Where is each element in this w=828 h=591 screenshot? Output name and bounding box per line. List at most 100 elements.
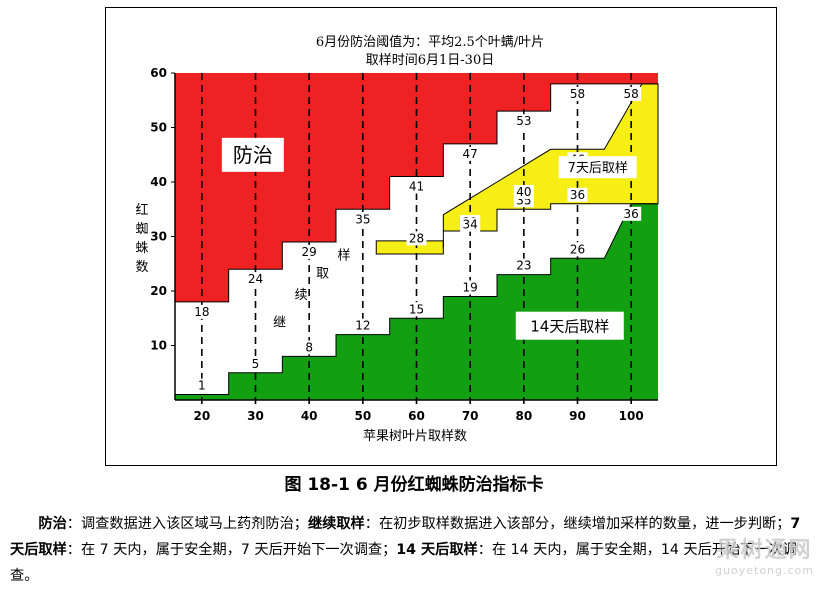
y-axis-label-char: 数: [135, 260, 148, 275]
upper-value-label: 18: [194, 305, 209, 319]
lower-value-label: 23: [516, 259, 531, 273]
label-fourteen-day: 14天后取样: [515, 311, 624, 340]
upper-value-label: 35: [355, 212, 370, 226]
lower-value-label: 36: [624, 207, 639, 221]
description: 防治：调查数据进入该区域马上药剂防治；继续取样：在初步取样数据进入该部分，继续增…: [10, 511, 818, 589]
chart-subtitle: 取样时间6月1日-30日: [366, 53, 494, 68]
label-fourteen-day-text: 14天后取样: [530, 318, 609, 336]
seven-day-lower-label-bg: [567, 187, 588, 202]
lower-value-label: 19: [463, 280, 478, 294]
upper-value-label-bg: [567, 86, 588, 101]
lower-value-label: 1: [198, 379, 206, 393]
x-tick-label: 20: [193, 409, 210, 423]
y-tick-label: 50: [150, 121, 167, 135]
lower-value-label: 26: [570, 242, 585, 256]
upper-value-label-bg: [460, 146, 481, 161]
seven-day-upper-label: 34: [463, 218, 478, 232]
upper-value-label: 53: [516, 114, 531, 128]
y-axis-label-char: 蛛: [135, 241, 148, 256]
seven-day-upper-label: 40: [516, 185, 531, 199]
seven-day-lower-label: 28: [409, 231, 424, 245]
y-axis-label: 红蜘蛛数: [135, 202, 148, 275]
label-continue-char: 样: [338, 248, 351, 263]
region-fourteen-day: [175, 203, 658, 400]
term-treat: 防治: [38, 516, 67, 532]
lower-value-label-bg: [460, 280, 481, 295]
upper-value-label: 29: [302, 245, 317, 259]
label-continue-char: 继: [273, 315, 286, 330]
y-axis-label-char: 红: [135, 202, 148, 218]
seven-day-upper-label-bg: [460, 217, 481, 232]
term-continue: 继续取样: [307, 516, 365, 532]
lower-value-label: 12: [355, 319, 370, 333]
upper-value-label-bg: [245, 272, 266, 287]
y-tick-label: 10: [150, 339, 167, 353]
x-axis-label: 苹果树叶片取样数: [363, 429, 467, 444]
label-continue-char: 取: [316, 266, 329, 281]
text-fourteen-day: ：在 14 天内，属于安全期，14 天后开始下一次调查。: [10, 542, 797, 584]
lower-value-label-bg: [352, 318, 373, 333]
upper-value-label: 24: [248, 272, 263, 286]
x-tick-label: 30: [247, 409, 264, 423]
text-treat: ：调查数据进入该区域马上药剂防治；: [66, 516, 308, 532]
seven-day-lower-label-bg: [406, 231, 427, 246]
upper-boundary: [175, 83, 658, 303]
label-treat-text: 防治: [233, 143, 273, 167]
lower-value-label-bg: [191, 378, 212, 393]
upper-value-label-bg: [621, 86, 642, 101]
x-tick-label: 90: [569, 409, 586, 423]
label-treat: 防治: [221, 137, 284, 172]
upper-value-label: 58: [570, 87, 585, 101]
marks-layer: [171, 72, 658, 401]
upper-value-label-bg: [191, 304, 212, 319]
upper-value-label-bg: [513, 114, 534, 129]
watermark: 果树通网 guoyetong.com: [715, 532, 814, 577]
seven-day-lower-label: 36: [570, 188, 585, 202]
description-paragraph: 防治：调查数据进入该区域马上药剂防治；继续取样：在初步取样数据进入该部分，继续增…: [10, 511, 818, 589]
lower-value-label: 15: [409, 302, 424, 316]
lower-boundary: [175, 203, 658, 396]
text-continue: ：在初步取样数据进入该部分，继续增加采样的数量，进一步判断；: [364, 516, 791, 532]
upper-value-label-bg: [352, 212, 373, 227]
lower-value-label-bg: [567, 242, 588, 257]
upper-value-label: 58: [624, 87, 639, 101]
labels-layer: 20 30 40 50 60 70 80 90 100102030405060182429354…: [150, 66, 643, 423]
lower-value-label: 8: [305, 340, 313, 354]
x-tick-label: 50: [354, 409, 371, 423]
watermark-url: guoyetong.com: [715, 564, 814, 577]
lower-value-label-bg: [299, 340, 320, 355]
figure-frame: [105, 7, 777, 466]
x-tick-label: 100: [619, 409, 644, 423]
lower-value-label-bg: [513, 258, 534, 273]
label-seven-day: 7天后取样: [558, 156, 637, 179]
watermark-logo: 果树通网: [716, 538, 813, 563]
upper-value-label: 41: [409, 180, 424, 194]
lower-value-label-bg: [245, 356, 266, 371]
upper-value-label-bg: [406, 179, 427, 194]
y-axis-label-char: 蜘: [135, 222, 148, 237]
label-seven-day-text: 7天后取样: [568, 161, 628, 176]
label-continue-char: 续: [295, 288, 308, 303]
y-tick-label: 60: [150, 66, 167, 80]
term-seven-day: 7 天后取样: [10, 516, 801, 558]
x-tick-label: 70: [462, 409, 479, 423]
y-tick-label: 40: [150, 175, 167, 189]
term-fourteen-day: 14 天后取样: [396, 542, 478, 558]
x-tick-label: 40: [301, 409, 318, 423]
lower-value-label: 5: [252, 357, 260, 371]
seven-day-upper-label-bg: [513, 185, 534, 199]
upper-value-label-bg: [299, 244, 320, 259]
figure-caption: 图 18-1 6 月份红蜘蛛防治指标卡: [284, 475, 544, 495]
chart-title: 6月份防治阈值为：平均2.5个叶螨/叶片: [316, 34, 544, 50]
upper-value-label: 47: [463, 147, 478, 161]
lower-value-label-bg: [406, 302, 427, 317]
label-treat-box: [221, 137, 284, 172]
chart: 6月份防治阈值为：平均2.5个叶螨/叶片 取样时间6月1日-30日 苹果树叶片取…: [135, 34, 659, 444]
label-seven-day-box: [558, 156, 637, 179]
region-treat: [175, 73, 658, 302]
text-seven-day: ：在 7 天内，属于安全期，7 天后开始下一次调查；: [66, 542, 397, 558]
x-tick-label: 80: [515, 409, 532, 423]
x-tick-label: 60: [408, 409, 425, 423]
y-tick-label: 30: [150, 230, 167, 244]
label-fourteen-day-box: [515, 311, 624, 340]
